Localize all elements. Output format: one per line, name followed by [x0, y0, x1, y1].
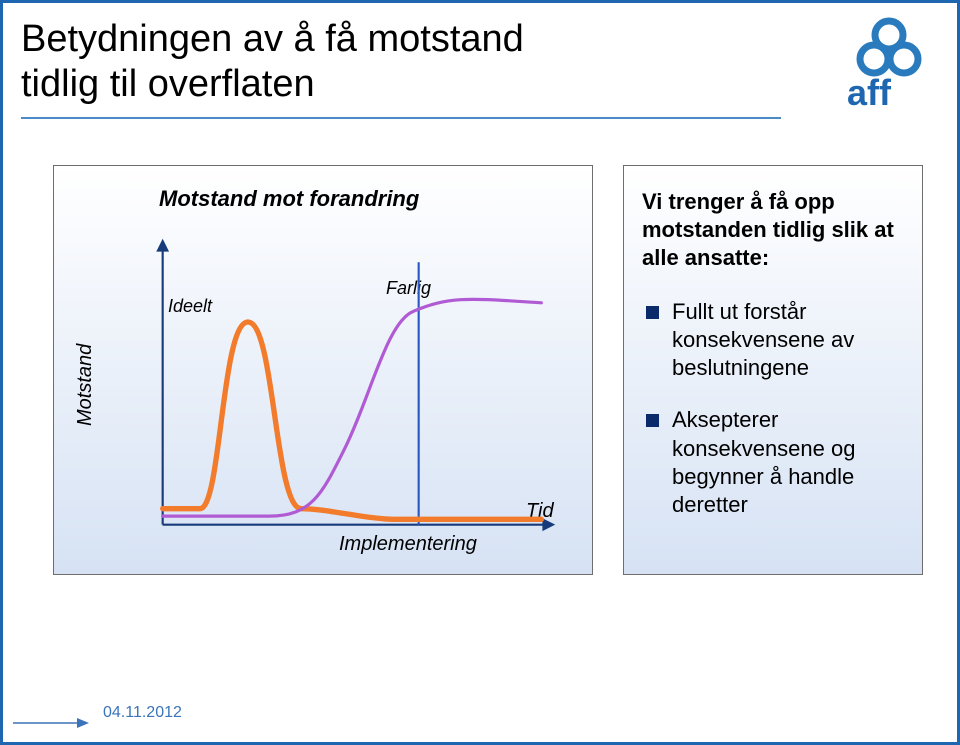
- chart-svg: [114, 226, 574, 546]
- svg-text:aff: aff: [847, 72, 892, 113]
- footer-arrow-icon: [13, 716, 89, 730]
- title-line-1: Betydningen av å få motstand: [21, 18, 524, 60]
- y-axis-label: Motstand: [74, 344, 97, 426]
- list-item: Aksepterer konsekvensene og begynner å h…: [642, 406, 906, 519]
- slide: Betydningen av å få motstand tidlig til …: [0, 0, 960, 745]
- axes: [156, 239, 555, 531]
- chart-panel: Motstand mot forandring Motstand Ideelt …: [53, 165, 593, 575]
- danger-curve: [163, 299, 542, 516]
- slide-title: Betydningen av å få motstand tidlig til …: [21, 17, 781, 107]
- title-underline: [21, 117, 781, 119]
- title-line-2: tidlig til overflaten: [21, 63, 315, 105]
- bullet-list: Fullt ut forstår konsekvensene av beslut…: [642, 298, 906, 543]
- intro-text: Vi trenger å få opp motstanden tidlig sl…: [642, 188, 906, 272]
- footer-date: 04.11.2012: [103, 704, 182, 722]
- list-item: Fullt ut forstår konsekvensene av beslut…: [642, 298, 906, 382]
- ideal-curve: [163, 322, 542, 519]
- chart-title: Motstand mot forandring: [159, 186, 419, 212]
- text-panel: Vi trenger å få opp motstanden tidlig sl…: [623, 165, 923, 575]
- aff-logo: aff: [839, 15, 939, 115]
